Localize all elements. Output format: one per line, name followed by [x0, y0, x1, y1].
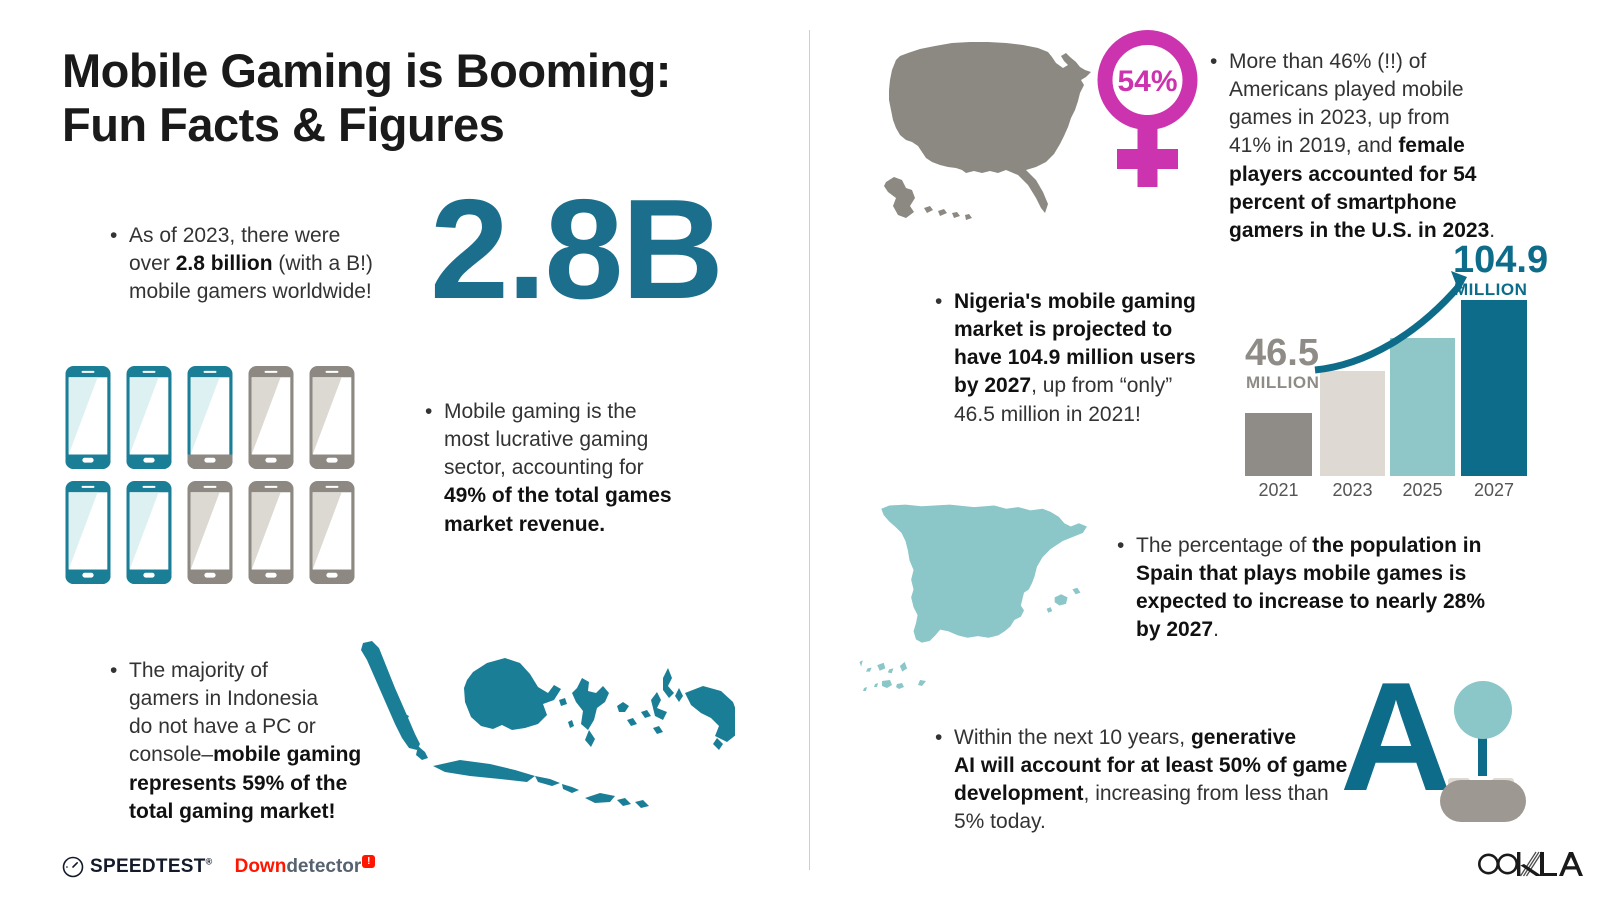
- svg-text:54%: 54%: [1117, 65, 1177, 98]
- svg-text:A: A: [1340, 670, 1448, 823]
